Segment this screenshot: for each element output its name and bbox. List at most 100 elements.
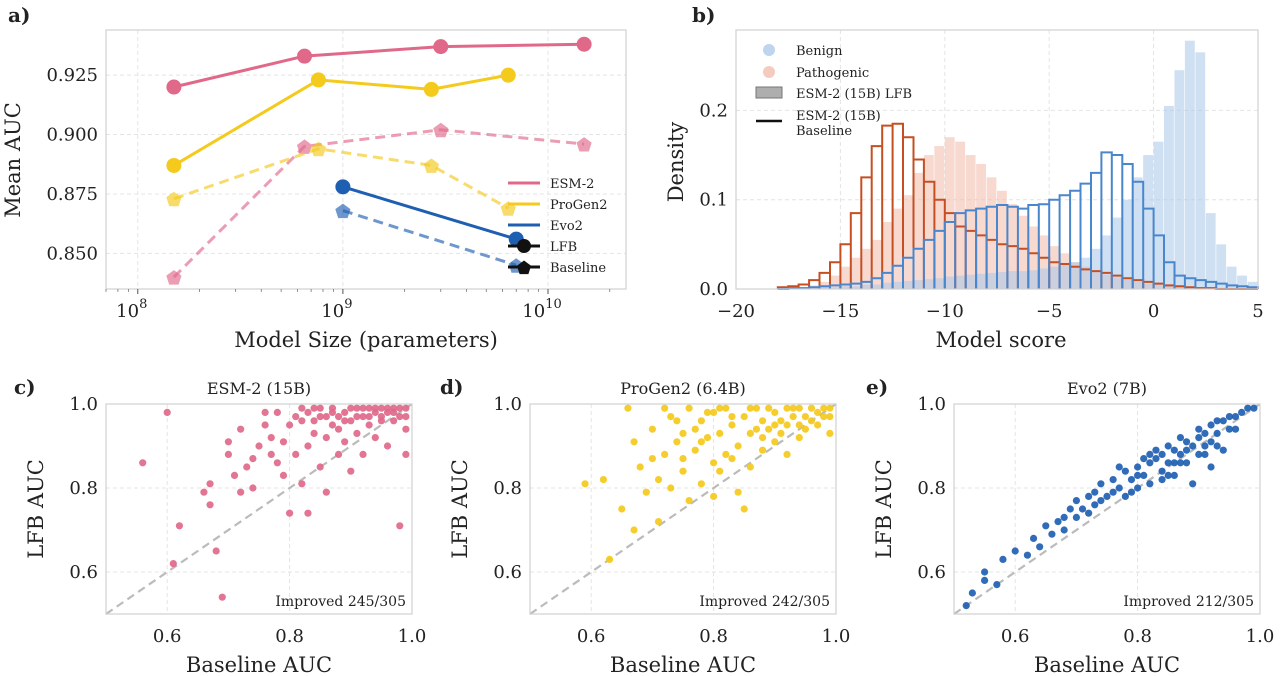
panel-e-point: [1023, 551, 1032, 559]
panel-b-lfb-pathogenic-bar: [986, 177, 997, 289]
panel-d-point: [734, 488, 742, 496]
panel-e-point: [1121, 467, 1129, 475]
panel-e-point: [1219, 446, 1227, 454]
panel-e-point: [1085, 492, 1093, 500]
panel-d-point: [795, 404, 803, 412]
panel-c-point: [316, 463, 324, 471]
panel-e-point: [1097, 497, 1105, 505]
panel-c-point: [200, 488, 208, 496]
panel-b-lfb-benign-bar: [934, 278, 945, 289]
panel-d-point: [758, 446, 767, 454]
panel-d-ytick-label: 0.6: [493, 562, 522, 583]
panel-b-lfb-benign-bar: [1216, 244, 1227, 289]
panel-e-point: [1146, 450, 1154, 458]
panel-e-point: [1134, 471, 1142, 479]
panel-b-lfb-benign-bar: [923, 279, 934, 289]
panel-e-point: [1207, 421, 1215, 429]
panel-d-point: [624, 404, 632, 412]
panel-a-baseline-point: [310, 141, 327, 157]
panel-d-point: [661, 404, 669, 412]
panel-d-xlabel: Baseline AUC: [610, 653, 756, 676]
panel-d-point: [685, 497, 693, 505]
panel-c-point: [353, 404, 361, 412]
panel-c-point: [175, 522, 184, 530]
panel-e-point: [1097, 480, 1105, 488]
panel-b-lfb-benign-bar: [1205, 213, 1216, 289]
panel-c-point: [402, 450, 410, 458]
panel-c-point: [298, 480, 306, 488]
panel-e-point: [1140, 455, 1148, 463]
panel-d-point: [758, 417, 767, 425]
panel-e-point: [1140, 471, 1148, 479]
panel-d-point: [618, 505, 626, 513]
panel-b-frame: [735, 29, 1259, 290]
panel-c-point: [365, 421, 373, 429]
panel-b-lfb-benign-bar: [829, 287, 840, 289]
panel-d-point: [758, 434, 767, 442]
panel-c-point: [347, 417, 355, 425]
panel-c-point: [261, 408, 269, 416]
panel-e-point: [1195, 450, 1203, 458]
panel-c-point: [322, 413, 330, 421]
panel-e-point: [1195, 425, 1203, 433]
panel-a-xtick-exp: 8: [139, 297, 147, 312]
panel-d-point: [734, 442, 742, 450]
panel-d-point: [740, 505, 748, 513]
panel-d-point: [820, 404, 828, 412]
panel-d-point: [697, 417, 705, 425]
panel-d-frame: [529, 403, 837, 615]
panel-c-point: [383, 404, 392, 412]
panel-d-xtick-label: 1.0: [822, 626, 851, 647]
panel-e-point: [1170, 459, 1178, 467]
panel-b-xtick-label: 0: [1148, 301, 1159, 322]
panel-d-xtick-label: 0.6: [577, 626, 606, 647]
panel-c-point: [383, 442, 392, 450]
panel-a-xtick-label: 109: [321, 297, 352, 322]
panel-a-xtick-exp: 9: [344, 297, 352, 312]
panel-c-point: [255, 442, 263, 450]
panel-c-point: [279, 471, 288, 479]
panel-a-line-progen2-lfb: [173, 73, 509, 167]
panel-e-xlabel: Baseline AUC: [1034, 653, 1180, 676]
panel-d-point: [673, 438, 681, 446]
panel-e-ylabel: LFB AUC: [872, 459, 896, 559]
panel-c-point: [163, 408, 171, 416]
panel-a-baseline-point: [576, 137, 592, 152]
panel-e-point: [1170, 446, 1178, 454]
panel-c-point: [359, 450, 367, 458]
panel-d-point: [679, 429, 687, 437]
panel-d-point: [771, 421, 779, 429]
panel-b-lfb-benign-bar: [1184, 40, 1195, 290]
panel-e-label: e): [866, 375, 888, 399]
panel-a-xtick-base: 10: [321, 301, 344, 322]
panel-b-lfb-benign-bar: [1174, 70, 1185, 289]
panel-a-label: a): [8, 3, 30, 27]
panel-c-point: [261, 421, 269, 429]
panel-a-legend: ESM-2 ProGen2 Evo2 LFB Baseline: [508, 177, 608, 276]
panel-b-lfb-benign-bar: [840, 286, 851, 289]
panel-b-lfb-benign-bar: [1059, 264, 1070, 289]
panel-c-point: [341, 417, 349, 425]
panel-a-ytick-label: 0.850: [46, 243, 98, 264]
panel-e-point: [1195, 434, 1203, 442]
panel-d-point: [777, 429, 785, 437]
panel-e-point: [1109, 476, 1117, 484]
panel-a-xticks: 10 8 109 1010: [105, 289, 611, 322]
panel-b-lfb-benign-bar: [1122, 199, 1133, 289]
panel-c-point: [402, 425, 410, 433]
panel-d-point: [661, 450, 669, 458]
panel-b-lfb-benign-bar: [913, 280, 924, 289]
panel-e-diagonal: [953, 403, 1261, 615]
panel-e-xtick-label: 1.0: [1246, 626, 1275, 647]
panel-b-bars: [798, 40, 1258, 290]
panel-d-point: [783, 404, 791, 412]
panel-c-point: [310, 404, 318, 412]
panel-d-point: [765, 404, 773, 412]
panel-b-lfb-benign-bar: [882, 282, 892, 289]
panel-b-lfb-pathogenic-bar: [997, 190, 1007, 289]
panel-a-xtick-label: 1010: [522, 297, 561, 322]
panel-e-point: [1029, 534, 1038, 543]
panel-a-legend-marker: [516, 260, 532, 275]
panel-b-legend-label: Benign: [796, 44, 843, 59]
panel-c-ytick-label: 0.8: [69, 478, 98, 499]
